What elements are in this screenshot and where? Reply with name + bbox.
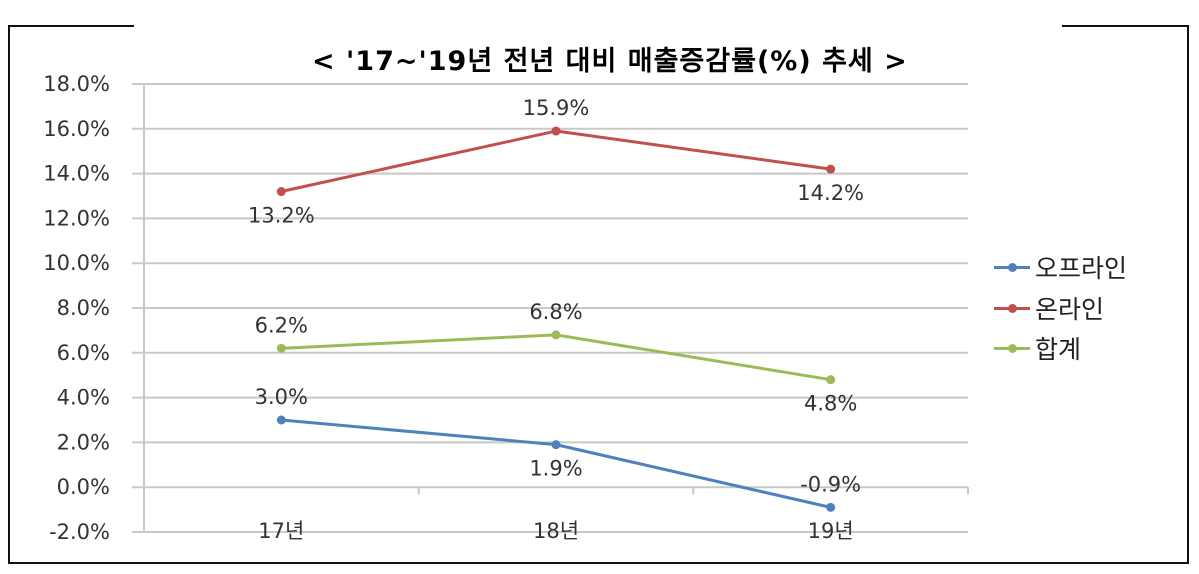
frame-right-border [1187,25,1189,563]
frame-top-left-line [8,25,134,27]
y-axis [143,84,969,532]
data-point-marker [551,440,561,450]
data-point-marker [826,375,836,385]
data-point-marker [551,330,561,340]
x-tick-label: 18년 [533,519,579,543]
legend-item-online: 온라인 [994,291,1104,325]
data-label: 6.8% [529,300,582,324]
frame-bottom-border [8,562,1189,564]
y-tick-label: -2.0% [49,520,110,544]
data-point-marker [276,415,286,425]
data-point-marker [551,126,561,136]
y-axis-tick-labels: 18.0% 16.0% 14.0% 12.0% 10.0% 8.0% 6.0% 4.0% 2.0… [43,72,110,544]
y-tick-label: 18.0% [43,72,110,96]
x-axis-tick-labels: 17년 18년 19년 [258,519,853,543]
data-label: 14.2% [797,181,864,205]
legend-item-total: 합계 [994,331,1081,365]
chart-title-text: < '17~'19년 전년 대비 매출증감률(%) 추세 > [302,46,918,77]
y-tick-label: 16.0% [43,117,110,141]
data-label: -0.9% [800,472,861,496]
data-point-marker [276,343,286,353]
series-line [281,129,831,193]
data-labels: 3.0% 1.9% -0.9% 13.2% 15.9% 14.2% 6.2% 6.8% 4.8% [248,96,864,496]
legend-label-total: 합계 [1035,335,1082,364]
data-point-marker [276,187,286,197]
y-tick-label: 10.0% [43,251,110,275]
series-lines [276,126,836,512]
legend-item-offline: 오프라인 [994,250,1127,284]
y-tick-label: 14.0% [43,162,110,186]
frame-left-border [8,25,10,563]
frame-top-right-line [1062,25,1188,27]
y-tick-label: 2.0% [57,430,110,454]
data-label: 1.9% [529,457,582,481]
y-tick-label: 12.0% [43,206,110,230]
legend-line-marker-icon [994,291,1030,325]
data-label: 13.2% [248,204,315,228]
y-tick-label: 6.0% [57,341,110,365]
series-line [281,333,831,382]
data-point-marker [826,502,836,512]
data-label: 3.0% [255,385,308,409]
chart-title: < '17~'19년 전년 대비 매출증감률(%) 추세 > [0,8,1199,78]
y-tick-label: 4.0% [57,386,110,410]
legend-label-online: 온라인 [1035,295,1105,324]
legend-line-marker-icon [994,250,1030,284]
x-tick-label: 19년 [808,519,854,543]
y-tick-label: 0.0% [57,475,110,499]
x-tick-label: 17년 [258,519,304,543]
legend-label-offline: 오프라인 [1035,254,1128,283]
data-label: 4.8% [804,392,857,416]
data-label: 6.2% [255,313,308,337]
data-label: 15.9% [523,96,590,120]
y-tick-label: 8.0% [57,296,110,320]
legend-line-marker-icon [994,331,1030,365]
data-point-marker [826,164,836,174]
gridlines [132,83,968,533]
